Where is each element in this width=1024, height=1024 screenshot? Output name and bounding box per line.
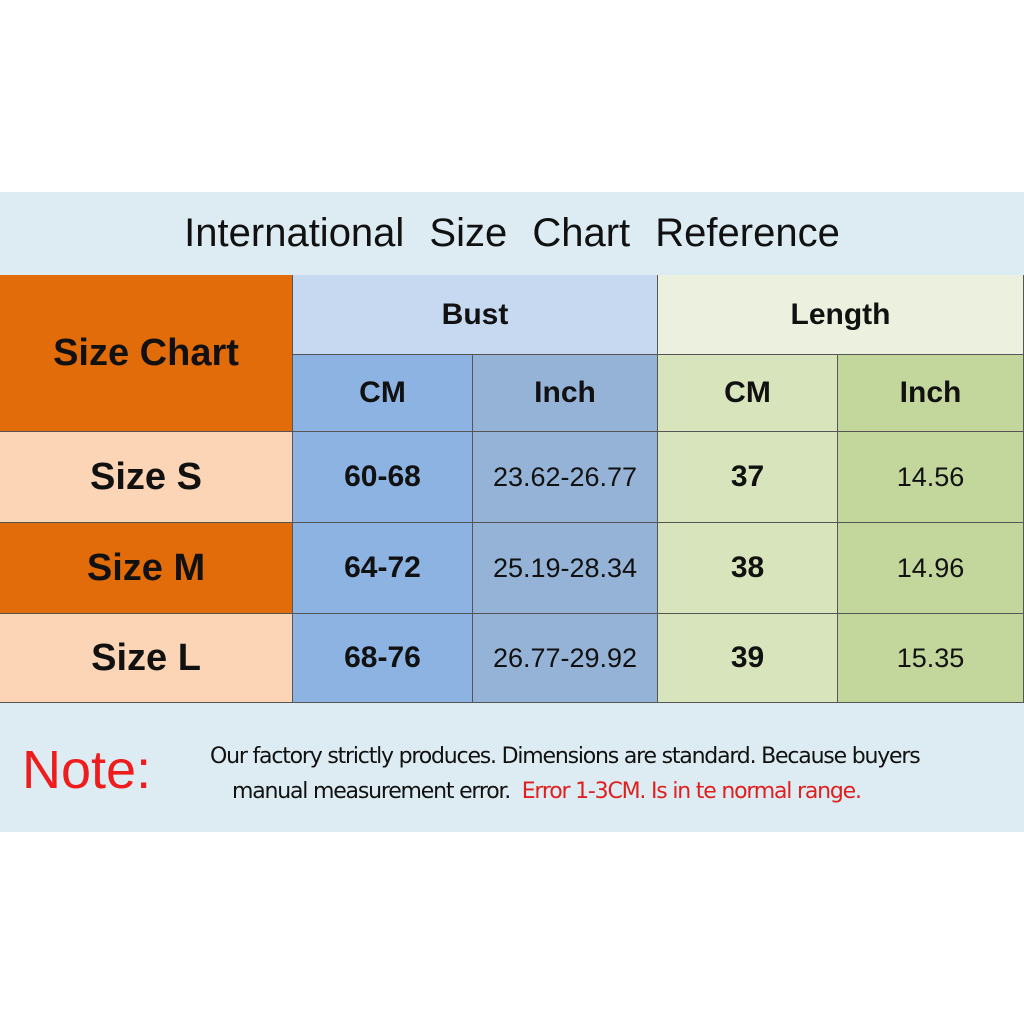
length-header: Length [658, 275, 1024, 355]
length-cm-cell: 38 [658, 523, 838, 614]
size-label: Size S [0, 432, 293, 523]
bust-inch-cell: 23.62-26.77 [473, 432, 658, 523]
note-line-2: manual measurement error. Error 1-3CM. I… [210, 774, 919, 809]
length-cm-cell: 39 [658, 614, 838, 703]
size-label: Size M [0, 523, 293, 614]
note-line-2-text: manual measurement error. [232, 779, 511, 804]
length-cm-header: CM [658, 355, 838, 432]
note-error-text: Error 1-3CM. Is in te normal range. [521, 779, 862, 804]
size-table: Size Chart Bust Length CM Inch CM Inch S… [0, 275, 1024, 703]
bust-inch-header: Inch [473, 355, 658, 432]
note-text: Our factory strictly produces. Dimension… [210, 739, 921, 809]
bust-cm-cell: 68-76 [293, 614, 473, 703]
bust-header: Bust [293, 275, 658, 355]
length-cm-cell: 37 [658, 432, 838, 523]
note-section: Note: Our factory strictly produces. Dim… [0, 703, 1024, 832]
length-inch-cell: 14.56 [838, 432, 1024, 523]
note-line-1: Our factory strictly produces. Dimension… [210, 744, 921, 769]
bust-inch-cell: 26.77-29.92 [473, 614, 658, 703]
length-inch-header: Inch [838, 355, 1024, 432]
bust-cm-cell: 60-68 [293, 432, 473, 523]
bust-cm-header: CM [293, 355, 473, 432]
size-chart-panel: International Size Chart Reference Size … [0, 192, 1024, 832]
note-label: Note: [22, 740, 152, 800]
length-inch-cell: 14.96 [838, 523, 1024, 614]
bust-inch-cell: 25.19-28.34 [473, 523, 658, 614]
bust-cm-cell: 64-72 [293, 523, 473, 614]
size-label: Size L [0, 614, 293, 703]
corner-header: Size Chart [0, 275, 293, 432]
length-inch-cell: 15.35 [838, 614, 1024, 703]
chart-title: International Size Chart Reference [184, 211, 840, 255]
